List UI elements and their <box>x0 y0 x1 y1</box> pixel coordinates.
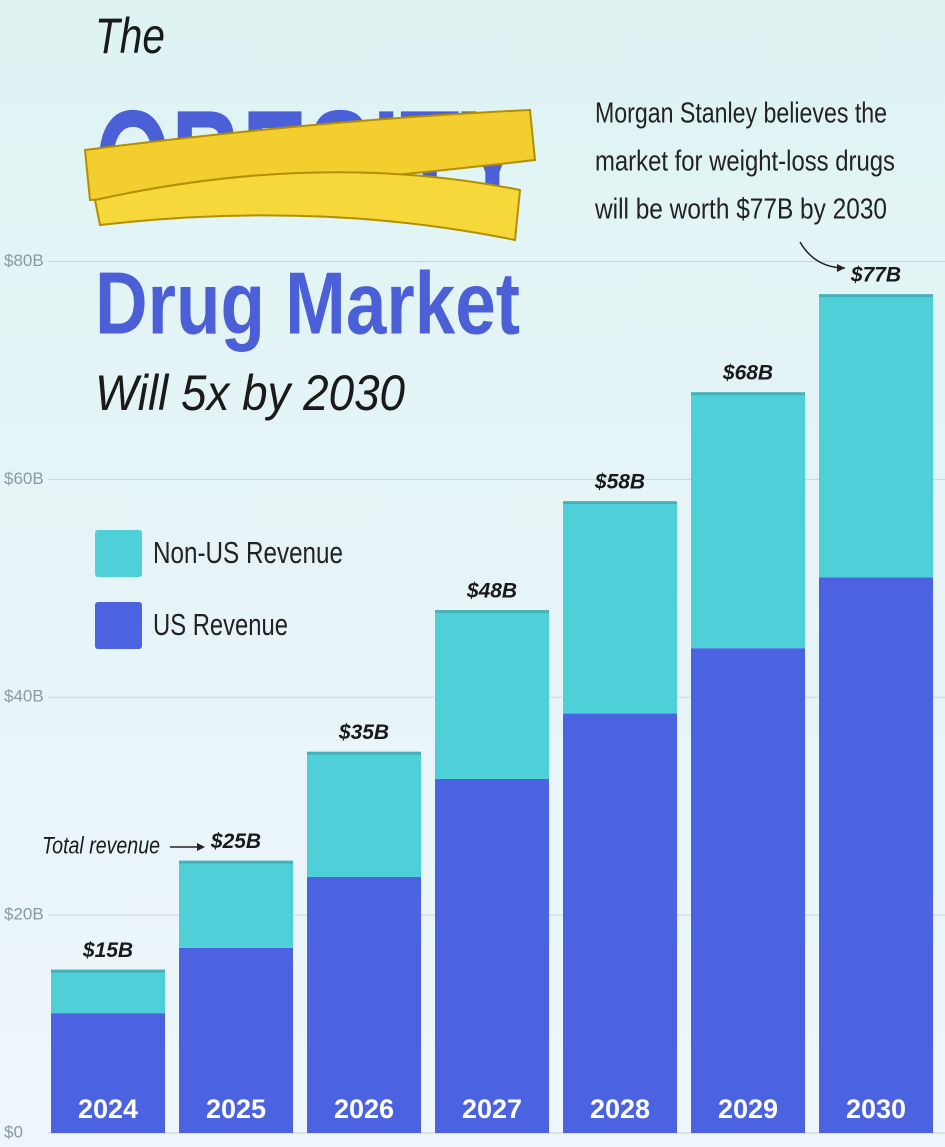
bar-outline <box>819 294 933 298</box>
total-label: $68B <box>722 362 773 385</box>
total-label: $48B <box>466 580 517 603</box>
annotation: market for weight-loss drugs <box>595 146 895 178</box>
total-label: $25B <box>210 830 261 853</box>
x-tick-label: 2026 <box>334 1094 394 1124</box>
bar-outline <box>179 860 293 864</box>
bar-segment <box>563 713 677 1133</box>
x-tick-label: 2028 <box>590 1094 650 1124</box>
y-tick-label: $40B <box>4 687 44 706</box>
total-note: Total revenue <box>42 832 160 859</box>
y-tick-label: $20B <box>4 905 44 924</box>
bar-segment <box>51 969 165 1014</box>
bar-segment <box>307 751 421 877</box>
bar-segment <box>51 1013 165 1133</box>
total-note-arrow <box>197 843 205 851</box>
legend: Non-US Revenue US Revenue <box>95 530 343 649</box>
x-tick-label: 2029 <box>718 1094 778 1124</box>
bar-segment <box>179 947 293 1133</box>
bar-segment <box>691 392 805 649</box>
bar-outline <box>563 501 677 505</box>
bar-segment <box>819 294 933 578</box>
bar-segment <box>435 778 549 1133</box>
x-tick-label: 2025 <box>206 1094 266 1124</box>
total-label: $77B <box>850 264 901 287</box>
annotation-arrow <box>837 264 845 272</box>
x-tick-label: 2024 <box>78 1094 138 1124</box>
total-label: $15B <box>82 939 133 962</box>
legend-swatch <box>95 530 142 577</box>
y-tick-label: $0 <box>4 1122 23 1141</box>
annotation: will be worth $77B by 2030 <box>594 194 887 226</box>
bar-segment <box>691 648 805 1133</box>
tape-measure <box>93 171 522 242</box>
bar-outline <box>51 969 165 973</box>
title-pre: The <box>95 8 165 64</box>
y-tick-label: $80B <box>4 251 44 270</box>
total-label: $58B <box>594 471 645 494</box>
legend-label: Non-US Revenue <box>153 535 343 570</box>
bar-segment <box>435 610 549 779</box>
title-sub: Drug Market <box>95 253 520 352</box>
bar-segment <box>563 501 677 714</box>
bar-segment <box>819 577 933 1133</box>
bars: $15B 2024 $25B 2025 $35B 2026 $48B 2027 $58B 2028… <box>51 264 933 1133</box>
x-tick-label: 2027 <box>462 1094 522 1124</box>
bar-outline <box>307 751 421 755</box>
annotation: Morgan Stanley believes the <box>595 98 887 130</box>
bar-outline <box>691 392 805 396</box>
legend-label: US Revenue <box>153 607 288 642</box>
bar-outline <box>435 610 549 614</box>
x-tick-label: 2030 <box>846 1094 906 1124</box>
y-tick-label: $60B <box>4 469 44 488</box>
total-label: $35B <box>338 721 389 744</box>
bar-segment <box>179 860 293 948</box>
legend-swatch <box>95 602 142 649</box>
bar-segment <box>307 876 421 1133</box>
title-tail: Will 5x by 2030 <box>95 365 405 421</box>
